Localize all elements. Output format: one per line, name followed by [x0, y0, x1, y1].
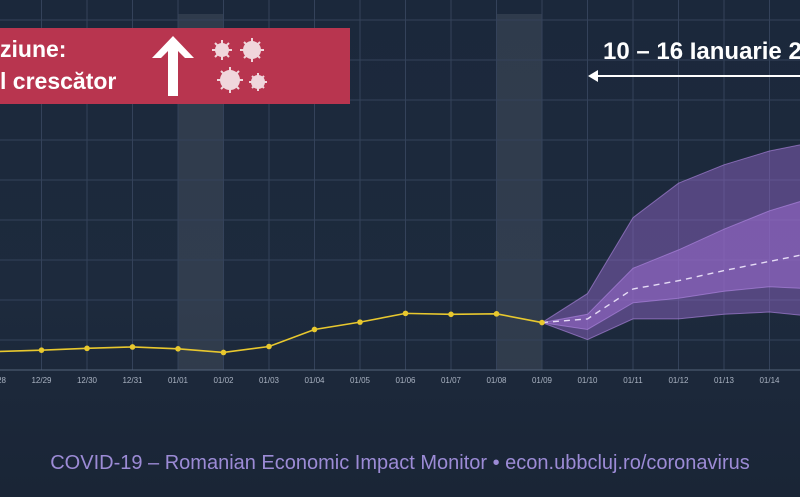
- x-tick-label: 01/05: [350, 376, 371, 385]
- trend-banner: ziune: l crescător: [0, 28, 350, 104]
- x-tick-label: 01/03: [259, 376, 280, 385]
- x-tick-label: 01/13: [714, 376, 735, 385]
- data-point: [129, 344, 136, 350]
- data-point: [311, 326, 318, 333]
- x-tick-label: 01/11: [623, 376, 643, 385]
- data-point: [84, 345, 90, 352]
- x-tick-label: 01/10: [577, 376, 598, 385]
- forecast-band-inner: [541, 201, 800, 331]
- forecast-median-line: [541, 254, 800, 324]
- x-tick-label: 01/09: [532, 376, 553, 385]
- data-point: [539, 319, 545, 326]
- x-tick-label: 12/30: [77, 376, 98, 385]
- data-point: [175, 346, 181, 352]
- x-tick-label: 01/14: [759, 376, 780, 385]
- banner-title: ziune:: [0, 36, 67, 62]
- x-tick-label: 01/04: [304, 376, 325, 385]
- x-tick-label: 12/28: [0, 376, 7, 385]
- highlight-column: [496, 14, 542, 370]
- x-tick-label: 01/08: [486, 376, 507, 385]
- banner-subtitle: l crescător: [0, 68, 117, 94]
- data-point: [402, 310, 409, 317]
- data-point: [266, 343, 272, 350]
- x-tick-label: 01/07: [441, 376, 462, 385]
- period-label: 10 – 16 Ianuarie 20: [603, 38, 800, 65]
- x-tick-label: 12/29: [31, 376, 52, 385]
- data-point: [38, 347, 45, 353]
- left-arrow-icon: [588, 70, 800, 82]
- data-point: [357, 319, 363, 325]
- x-tick-label: 12/31: [122, 376, 143, 385]
- virus-icon: [212, 38, 267, 93]
- up-arrow-icon: [152, 36, 194, 96]
- footer-credit: COVID-19 – Romanian Economic Impact Moni…: [50, 452, 750, 474]
- data-point: [493, 311, 500, 317]
- forecast-band-outer: [540, 144, 800, 341]
- x-tick-label: 01/06: [395, 376, 416, 385]
- data-point: [448, 311, 454, 318]
- x-tick-label: 01/02: [213, 376, 234, 385]
- x-tick-label: 01/12: [668, 376, 689, 385]
- x-tick-label: 01/01: [168, 376, 189, 385]
- data-point: [220, 349, 227, 356]
